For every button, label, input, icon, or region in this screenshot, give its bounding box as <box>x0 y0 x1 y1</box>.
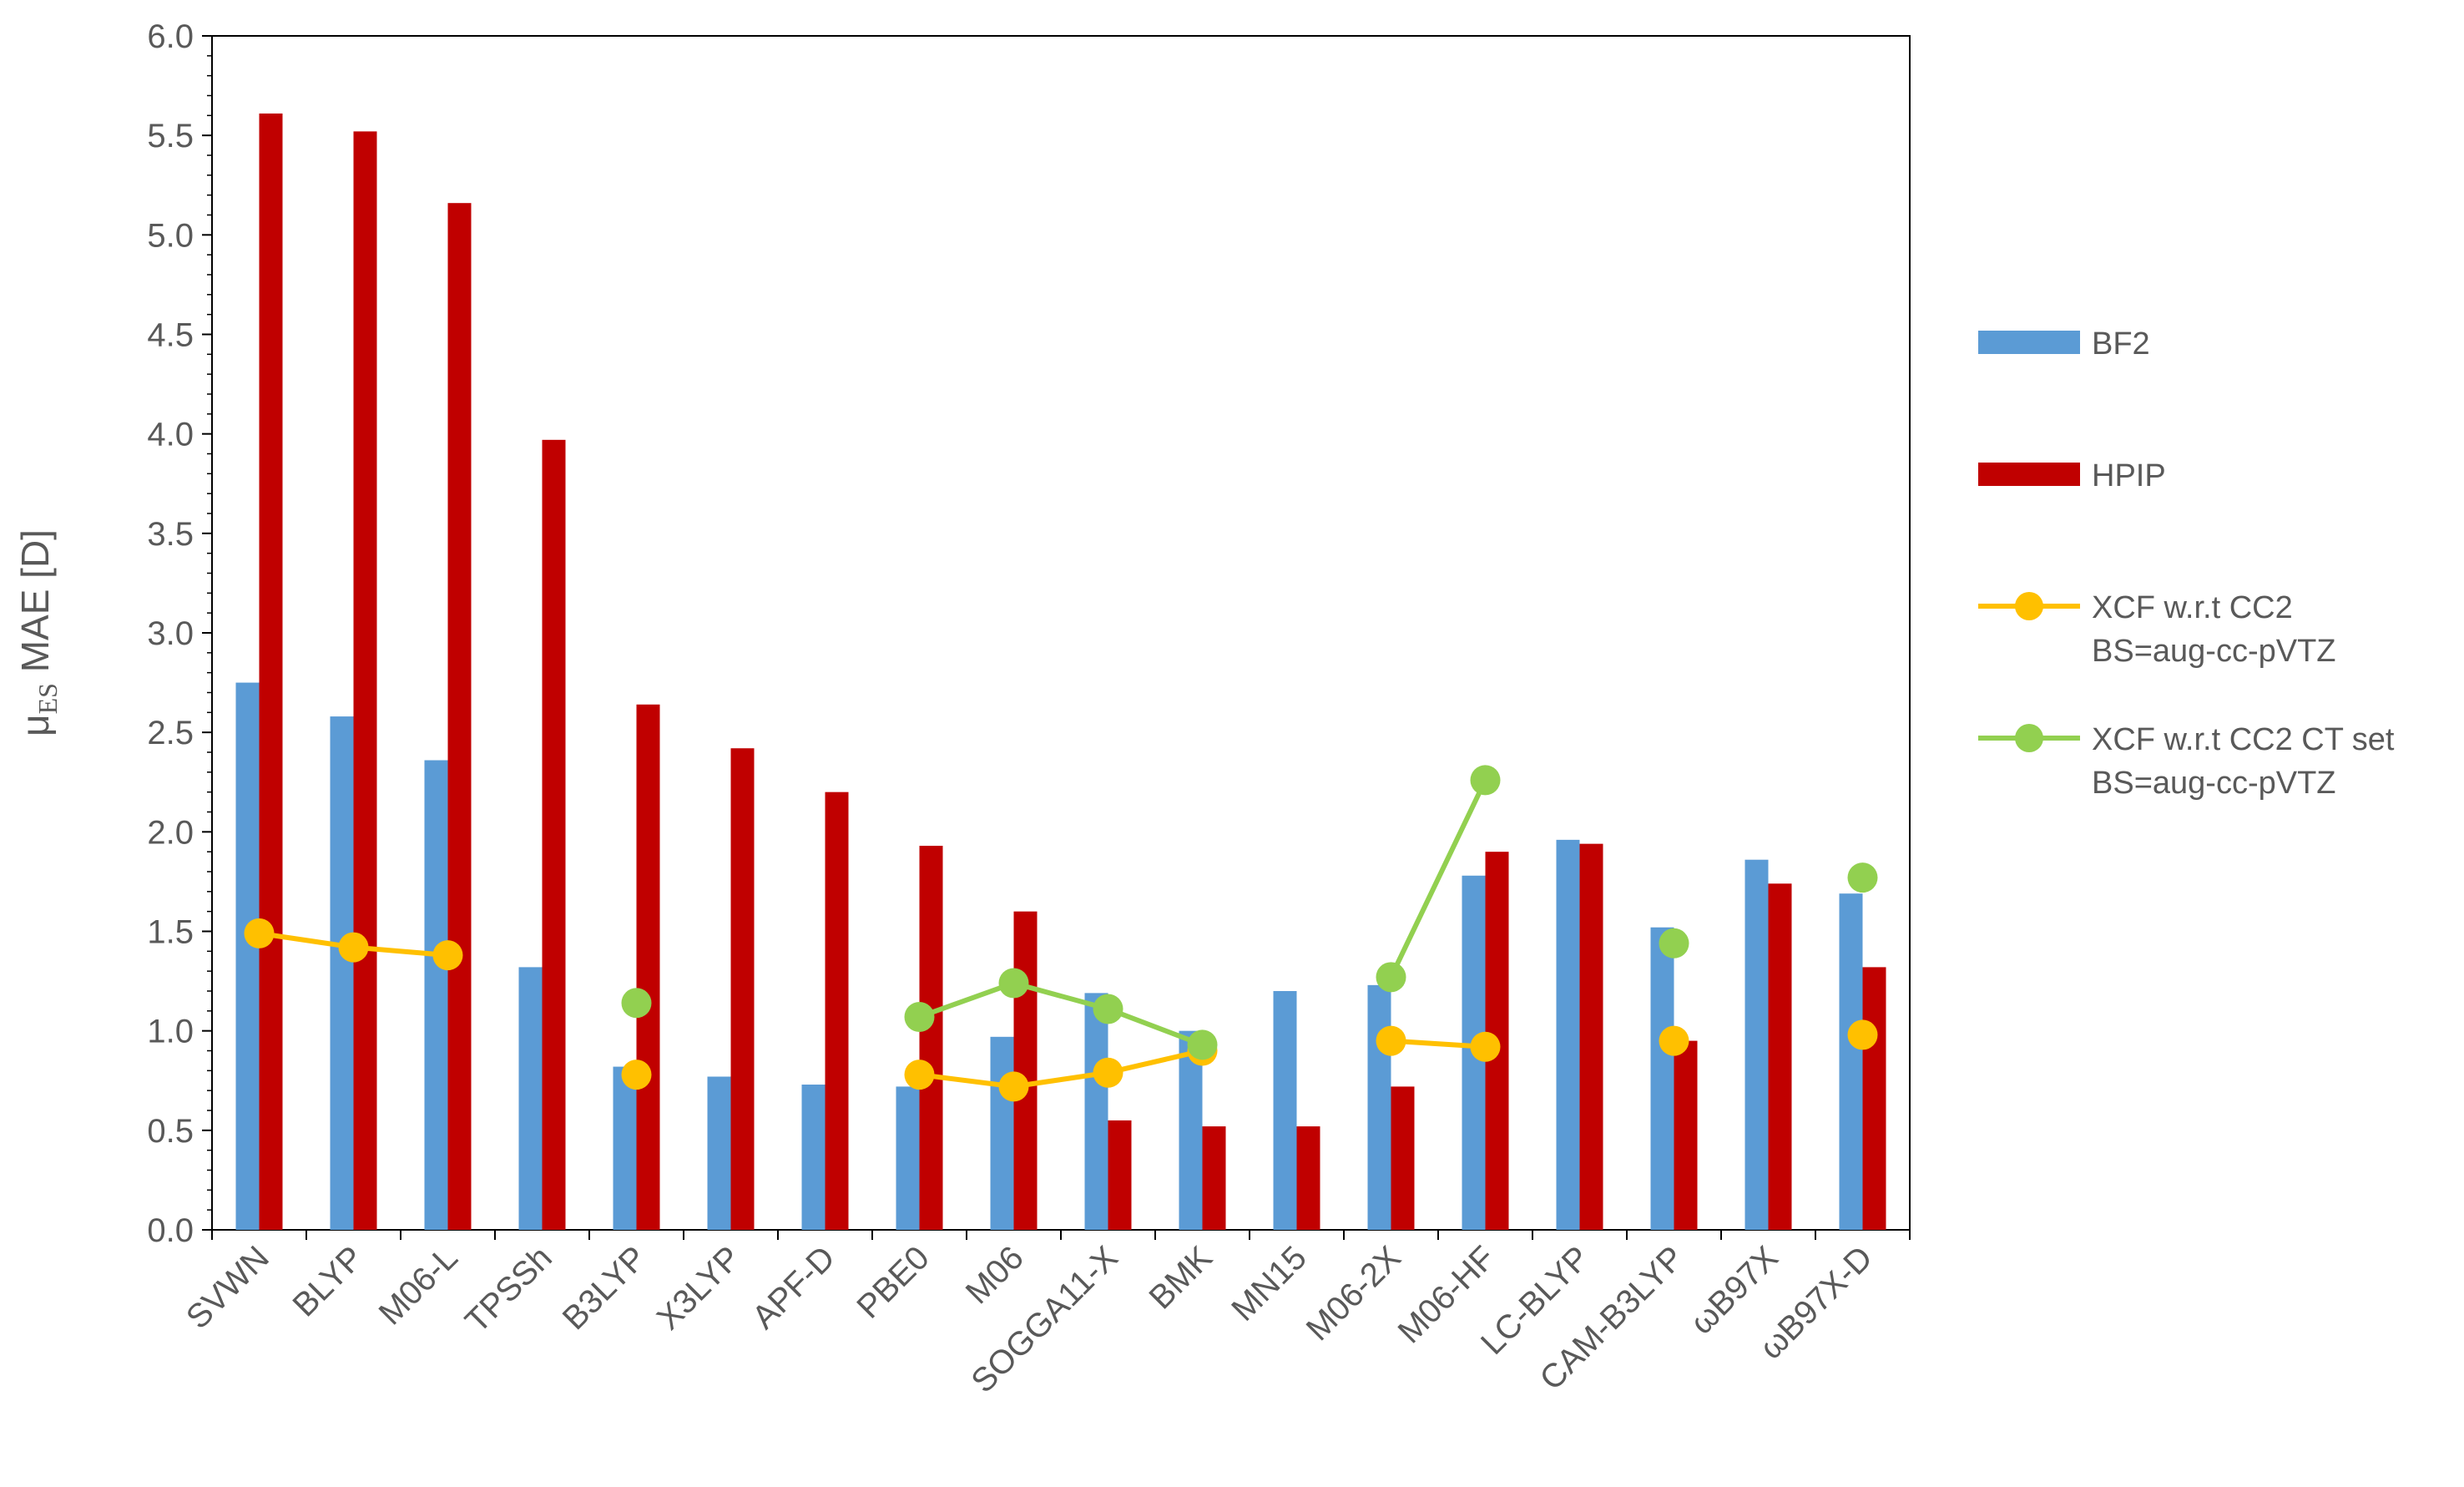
bar-bf2 <box>613 1066 637 1230</box>
marker-xcf-cc2 <box>621 1060 652 1090</box>
y-tick-label: 3.0 <box>147 615 194 652</box>
line-segment-xcf-cc2-ct <box>916 980 1017 1019</box>
bar-bf2 <box>990 1036 1014 1230</box>
line-segment-xcf-cc2 <box>916 1072 1017 1090</box>
bars-layer <box>235 113 1886 1231</box>
marker-xcf-cc2-ct <box>621 988 652 1019</box>
marker-xcf-cc2 <box>244 918 275 948</box>
marker-xcf-cc2 <box>1659 1025 1689 1056</box>
bar-bf2 <box>896 1086 920 1230</box>
bar-bf2 <box>424 760 448 1230</box>
legend-xcf-w-r-t-cc2-label-line2: BS=aug-cc-pVTZ <box>2092 634 2336 669</box>
y-tick-label: 1.5 <box>147 914 194 951</box>
line-segment-xcf-cc2 <box>1011 1070 1111 1090</box>
marker-xcf-cc2-ct <box>1376 962 1406 993</box>
marker-xcf-cc2 <box>998 1071 1029 1102</box>
y-tick-label: 5.0 <box>147 217 194 254</box>
line-segment-xcf-cc2-ct <box>1105 1006 1205 1048</box>
bar-bf2 <box>1367 984 1391 1230</box>
bar-hpip <box>1108 1120 1132 1230</box>
marker-xcf-cc2 <box>432 940 463 971</box>
bar-bf2 <box>330 716 354 1230</box>
bar-bf2 <box>1839 893 1863 1230</box>
bar-bf2 <box>801 1085 826 1230</box>
bar-bf2 <box>1273 991 1297 1230</box>
line-segment-xcf-cc2-ct <box>1011 980 1111 1012</box>
line-segment-xcf-cc2 <box>351 944 451 958</box>
y-axis-label: μES MAE [D] <box>13 529 63 736</box>
marker-xcf-cc2 <box>904 1060 935 1090</box>
y-tick-label: 4.5 <box>147 317 194 354</box>
marker-xcf-cc2-ct <box>1187 1029 1218 1060</box>
y-axis: 0.0 0.5 1.0 1.5 2.0 2.5 3.0 3.5 4.0 4.5 5.0 5.5 6.0 <box>147 18 213 1249</box>
marker-xcf-cc2 <box>338 932 369 963</box>
legend-bf2-label: BF2 <box>2092 326 2150 362</box>
legend-bf2-swatch <box>1978 331 2080 354</box>
bar-hpip <box>1202 1126 1226 1230</box>
bar-hpip <box>542 439 566 1230</box>
marker-xcf-cc2 <box>1847 1019 1878 1050</box>
y-tick-label: 5.5 <box>147 118 194 154</box>
legend-xcf-w-r-t-cc2-ct-set-marker <box>2015 724 2043 752</box>
bar-hpip <box>825 792 849 1230</box>
y-tick-label: 1.0 <box>147 1014 194 1050</box>
bar-hpip <box>919 846 943 1230</box>
marker-xcf-cc2 <box>1376 1025 1406 1056</box>
bar-bf2 <box>235 682 260 1230</box>
marker-xcf-cc2 <box>1093 1057 1123 1088</box>
legend-hpip-label: HPIP <box>2092 458 2166 493</box>
bar-hpip <box>636 704 660 1230</box>
legend-xcf-w-r-t-cc2-ct-set-label-line2: BS=aug-cc-pVTZ <box>2092 766 2336 801</box>
marker-xcf-cc2-ct <box>1093 994 1123 1024</box>
line-segment-xcf-cc2 <box>1388 1038 1488 1049</box>
marker-xcf-cc2-ct <box>1659 928 1689 958</box>
y-tick-label: 0.0 <box>147 1212 194 1249</box>
bar-hpip <box>1296 1126 1320 1230</box>
lines-layer <box>244 765 1878 1102</box>
legend-xcf-w-r-t-cc2-label: XCF w.r.t CC2 <box>2092 590 2293 625</box>
y-tick-label: 6.0 <box>147 18 194 55</box>
y-tick-label: 3.5 <box>147 516 194 553</box>
legend-xcf-w-r-t-cc2-marker <box>2015 592 2043 620</box>
marker-xcf-cc2 <box>1470 1031 1501 1062</box>
bar-hpip <box>1013 911 1038 1230</box>
y-tick-label: 0.5 <box>147 1113 194 1150</box>
marker-xcf-cc2-ct <box>1847 862 1878 893</box>
y-label-main: μ <box>13 714 57 736</box>
bar-hpip <box>1862 967 1886 1230</box>
bar-bf2 <box>1650 927 1674 1230</box>
y-label-rest: MAE [D] <box>13 529 57 683</box>
bar-hpip <box>259 113 283 1231</box>
marker-xcf-cc2-ct <box>1470 765 1501 796</box>
legend: BF2 HPIP XCF w.r.t CC2 BS=aug-cc-pVTZ XCF w.… <box>1978 326 2395 801</box>
bar-bf2 <box>518 967 543 1230</box>
bar-bf2 <box>707 1076 731 1230</box>
marker-xcf-cc2-ct <box>998 968 1029 999</box>
bar-hpip <box>730 748 755 1230</box>
y-tick-label: 4.0 <box>147 417 194 453</box>
line-segment-xcf-cc2-ct <box>1388 777 1488 980</box>
bar-hpip <box>447 203 472 1231</box>
y-label-subscript: ES <box>33 683 63 714</box>
bar-hpip <box>1674 1040 1698 1230</box>
bar-bf2 <box>1556 839 1580 1230</box>
legend-hpip-swatch <box>1978 463 2080 486</box>
bar-bf2 <box>1084 993 1108 1230</box>
bar-hpip <box>1579 843 1603 1230</box>
bar-bf2 <box>1744 859 1769 1230</box>
bar-hpip <box>353 131 377 1230</box>
line-segment-xcf-cc2 <box>1105 1048 1205 1075</box>
line-segment-xcf-cc2 <box>256 930 356 950</box>
y-tick-label: 2.5 <box>147 715 194 751</box>
bar-hpip <box>1768 883 1792 1230</box>
marker-xcf-cc2-ct <box>904 1001 935 1032</box>
y-tick-label: 2.0 <box>147 814 194 851</box>
bar-hpip <box>1391 1086 1415 1230</box>
legend-xcf-w-r-t-cc2-ct-set-label: XCF w.r.t CC2 CT set <box>2092 722 2395 757</box>
